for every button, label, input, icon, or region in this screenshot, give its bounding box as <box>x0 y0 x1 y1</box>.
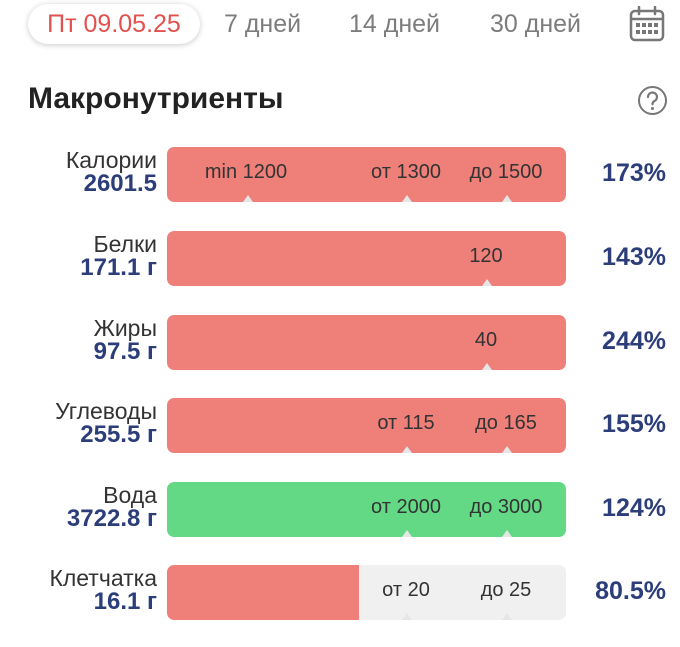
nutrient-name: Жиры <box>93 315 157 341</box>
bar-marker-label: до 3000 <box>469 496 543 518</box>
nutrient-row-fiber[interactable]: Клетчатка 16.1 г от 20 до 25 80.5% <box>0 565 680 625</box>
tab-14-days[interactable]: 14 дней <box>349 10 441 38</box>
bar-fill <box>167 147 566 202</box>
tab-date[interactable]: Пт 09.05.25 <box>28 4 200 44</box>
bar-tick <box>502 195 512 202</box>
nutrient-value: 16.1 г <box>93 588 157 615</box>
bar-fill <box>167 315 566 370</box>
bar-marker-label: min 1200 <box>204 161 288 183</box>
nutrient-percent: 244% <box>602 327 666 355</box>
nutrient-value: 171.1 г <box>80 254 157 281</box>
nutrient-value: 3722.8 г <box>66 505 157 532</box>
bar-marker-label: от 20 <box>382 579 430 601</box>
bar-marker-label: от 115 <box>377 412 435 434</box>
nutrient-percent: 155% <box>602 410 666 438</box>
bar-tick <box>402 446 412 453</box>
nutrient-value: 2601.5 <box>83 170 157 197</box>
nutrient-percent: 143% <box>602 243 666 271</box>
bar-tick <box>402 613 412 620</box>
nutrient-bar: от 2000 до 3000 <box>167 482 566 537</box>
nutrient-name: Клетчатка <box>49 565 157 591</box>
nutrient-row-carbs[interactable]: Углеводы 255.5 г от 115 до 165 155% <box>0 398 680 458</box>
nutrient-row-protein[interactable]: Белки 171.1 г 120 143% <box>0 231 680 291</box>
nutrient-percent: 173% <box>602 159 666 187</box>
bar-fill <box>167 231 566 286</box>
bar-tick <box>482 363 492 370</box>
nutrient-name: Калории <box>65 147 157 173</box>
nutrient-bar: от 115 до 165 <box>167 398 566 453</box>
bar-tick <box>482 279 492 286</box>
calendar-icon[interactable] <box>628 5 666 42</box>
tab-7-days[interactable]: 7 дней <box>224 10 302 38</box>
bar-marker-label: до 165 <box>475 412 537 434</box>
nutrient-value: 97.5 г <box>93 338 157 365</box>
nutrient-bar: 120 <box>167 231 566 286</box>
nutrient-row-fats[interactable]: Жиры 97.5 г 40 244% <box>0 315 680 375</box>
bar-tick <box>243 195 253 202</box>
bar-tick <box>502 530 512 537</box>
nutrient-bar: от 20 до 25 <box>167 565 566 620</box>
bar-marker-label: 120 <box>469 245 503 267</box>
bar-tick <box>402 530 412 537</box>
nutrient-name: Углеводы <box>55 398 157 424</box>
tab-30-days[interactable]: 30 дней <box>490 10 582 38</box>
bar-marker-label: от 2000 <box>371 496 441 518</box>
bar-tick <box>402 195 412 202</box>
bar-marker-label: до 25 <box>480 579 532 601</box>
bar-fill <box>167 565 359 620</box>
bar-tick <box>502 446 512 453</box>
period-tabs: Пт 09.05.25 7 дней 14 дней 30 дней <box>0 0 680 48</box>
bar-fill <box>167 482 566 537</box>
bar-fill <box>167 398 566 453</box>
nutrient-name: Белки <box>93 231 157 257</box>
bar-marker-label: от 1300 <box>371 161 441 183</box>
bar-marker-label: до 1500 <box>469 161 543 183</box>
nutrient-row-water[interactable]: Вода 3722.8 г от 2000 до 3000 124% <box>0 482 680 542</box>
nutrient-bar: min 1200 от 1300 до 1500 <box>167 147 566 202</box>
nutrient-percent: 124% <box>602 494 666 522</box>
bar-marker-label: 40 <box>474 329 498 351</box>
question-circle-icon[interactable] <box>637 85 668 116</box>
section-title: Макронутриенты <box>28 82 284 115</box>
nutrient-bar: 40 <box>167 315 566 370</box>
nutrient-percent: 80.5% <box>595 577 666 605</box>
nutrient-row-calories[interactable]: Калории 2601.5 min 1200 от 1300 до 1500 … <box>0 147 680 207</box>
nutrient-name: Вода <box>103 482 157 508</box>
nutrient-value: 255.5 г <box>80 421 157 448</box>
bar-tick <box>502 613 512 620</box>
